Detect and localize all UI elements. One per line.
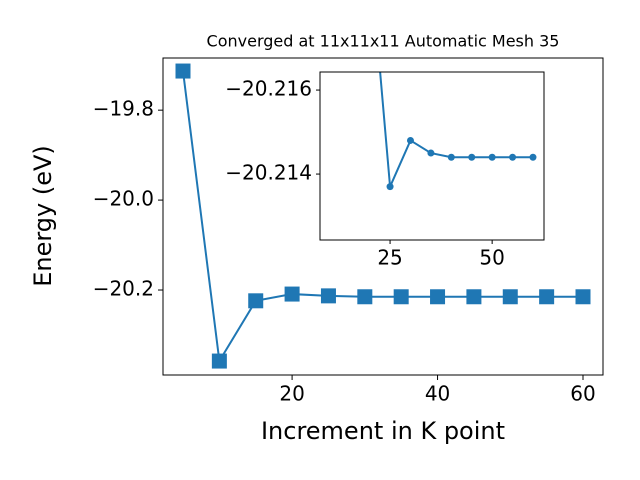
chart-title: Converged at 11x11x11 Automatic Mesh 35: [207, 32, 560, 51]
data-point: [447, 153, 455, 161]
y-tick-label: −20.2: [93, 277, 154, 301]
data-point: [502, 289, 518, 305]
data-point: [406, 136, 414, 144]
data-point: [488, 153, 496, 161]
x-axis-label: Increment in K point: [261, 417, 505, 445]
data-point: [386, 183, 394, 191]
data-point: [357, 289, 373, 305]
y-tick-label: −20.216: [225, 77, 312, 101]
axes-frame: [162, 57, 604, 376]
data-point: [575, 289, 591, 305]
y-axis-label: Energy (eV): [29, 145, 57, 287]
data-point: [248, 293, 264, 309]
data-point: [539, 289, 555, 305]
data-point: [509, 153, 517, 161]
data-point: [284, 286, 300, 302]
x-tick-label: 20: [279, 382, 304, 406]
axes-frame: [319, 71, 545, 241]
data-point: [427, 149, 435, 157]
x-tick-label: 50: [479, 246, 504, 270]
y-tick-label: −19.8: [93, 97, 154, 121]
data-point: [175, 63, 191, 79]
plot-content: [379, 72, 537, 191]
data-point: [430, 289, 446, 305]
data-point: [529, 153, 537, 161]
x-tick-label: 25: [377, 246, 402, 270]
data-point: [320, 288, 336, 304]
data-point: [211, 353, 227, 369]
x-tick-label: 60: [570, 382, 595, 406]
y-tick-label: −20.0: [93, 187, 154, 211]
data-point: [393, 289, 409, 305]
plot-content: [175, 63, 591, 369]
data-point: [468, 153, 476, 161]
y-tick-label: −20.214: [225, 161, 312, 185]
x-tick-label: 40: [425, 382, 450, 406]
data-point: [466, 289, 482, 305]
